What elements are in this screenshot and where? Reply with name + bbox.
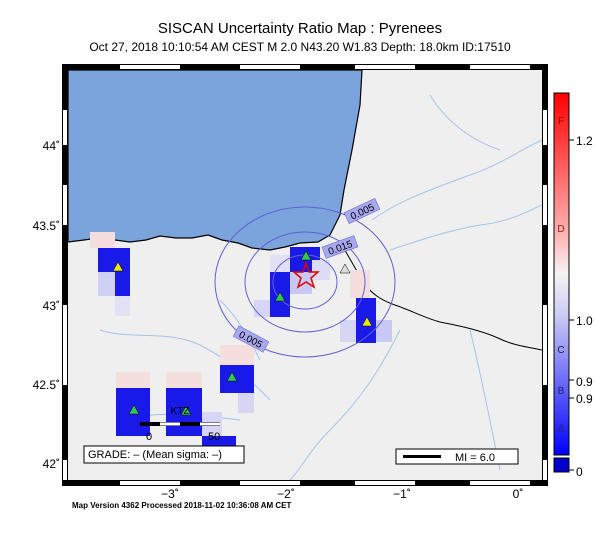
svg-text:MI = 6.0: MI = 6.0: [455, 452, 495, 464]
frame-ticks: [63, 65, 547, 485]
svg-text:B: B: [558, 386, 565, 397]
svg-text:−2˚: −2˚: [277, 487, 295, 501]
svg-text:GRADE: – (Mean sigma: –): GRADE: – (Mean sigma: –): [88, 449, 222, 461]
grade-box: GRADE: – (Mean sigma: –): [83, 445, 245, 464]
svg-text:44˚: 44˚: [43, 139, 60, 153]
station-triangle-icon: [339, 263, 351, 274]
footer-version: Map Version 4362 Processed 2018-11-02 10…: [72, 501, 292, 510]
svg-text:43.5˚: 43.5˚: [33, 219, 60, 233]
svg-text:0: 0: [576, 465, 583, 479]
map-title: SISCAN Uncertainty Ratio Map : Pyrenees: [157, 20, 443, 37]
svg-text:F: F: [558, 116, 564, 127]
longitude-labels: −3˚ −2˚ −1˚ 0˚: [161, 487, 523, 501]
svg-text:C: C: [557, 345, 564, 356]
svg-text:KTZ: KTZ: [171, 406, 190, 417]
station-triangle-icon: [361, 316, 373, 327]
stations: [112, 250, 373, 416]
svg-text:0.9: 0.9: [576, 392, 593, 406]
station-triangle-icon: [300, 250, 312, 261]
svg-text:1.0: 1.0: [576, 314, 593, 328]
sea-area: [68, 70, 363, 251]
colorbar: F D C B A 1.2 1.0 0.9 0.9 0: [553, 92, 593, 479]
latitude-labels: 44˚ 43.5˚ 43˚ 42.5˚ 42˚: [33, 139, 60, 471]
distance-scale: KTZ 0 50: [140, 406, 220, 443]
station-triangle-icon: [180, 405, 192, 416]
svg-text:−1˚: −1˚: [393, 487, 411, 501]
svg-text:42.5˚: 42.5˚: [33, 378, 60, 392]
svg-text:43˚: 43˚: [43, 299, 60, 313]
svg-text:0: 0: [146, 431, 152, 443]
mi-scale-box: MI = 6.0: [395, 448, 519, 465]
station-triangle-icon: [128, 404, 140, 415]
event-subtitle: Oct 27, 2018 10:10:54 AM CEST M 2.0 N43.…: [89, 40, 511, 54]
svg-text:1.2: 1.2: [576, 134, 593, 148]
svg-text:50: 50: [208, 431, 220, 443]
epicenter-star-icon: [291, 260, 321, 289]
svg-text:42˚: 42˚: [43, 457, 60, 471]
svg-text:−3˚: −3˚: [161, 487, 179, 501]
svg-text:D: D: [557, 224, 564, 235]
svg-text:A: A: [558, 424, 565, 435]
station-triangle-icon: [226, 371, 238, 382]
station-triangle-icon: [112, 261, 124, 272]
svg-text:0˚: 0˚: [513, 487, 524, 501]
station-triangle-icon: [274, 291, 286, 302]
svg-text:0.9: 0.9: [576, 375, 593, 389]
